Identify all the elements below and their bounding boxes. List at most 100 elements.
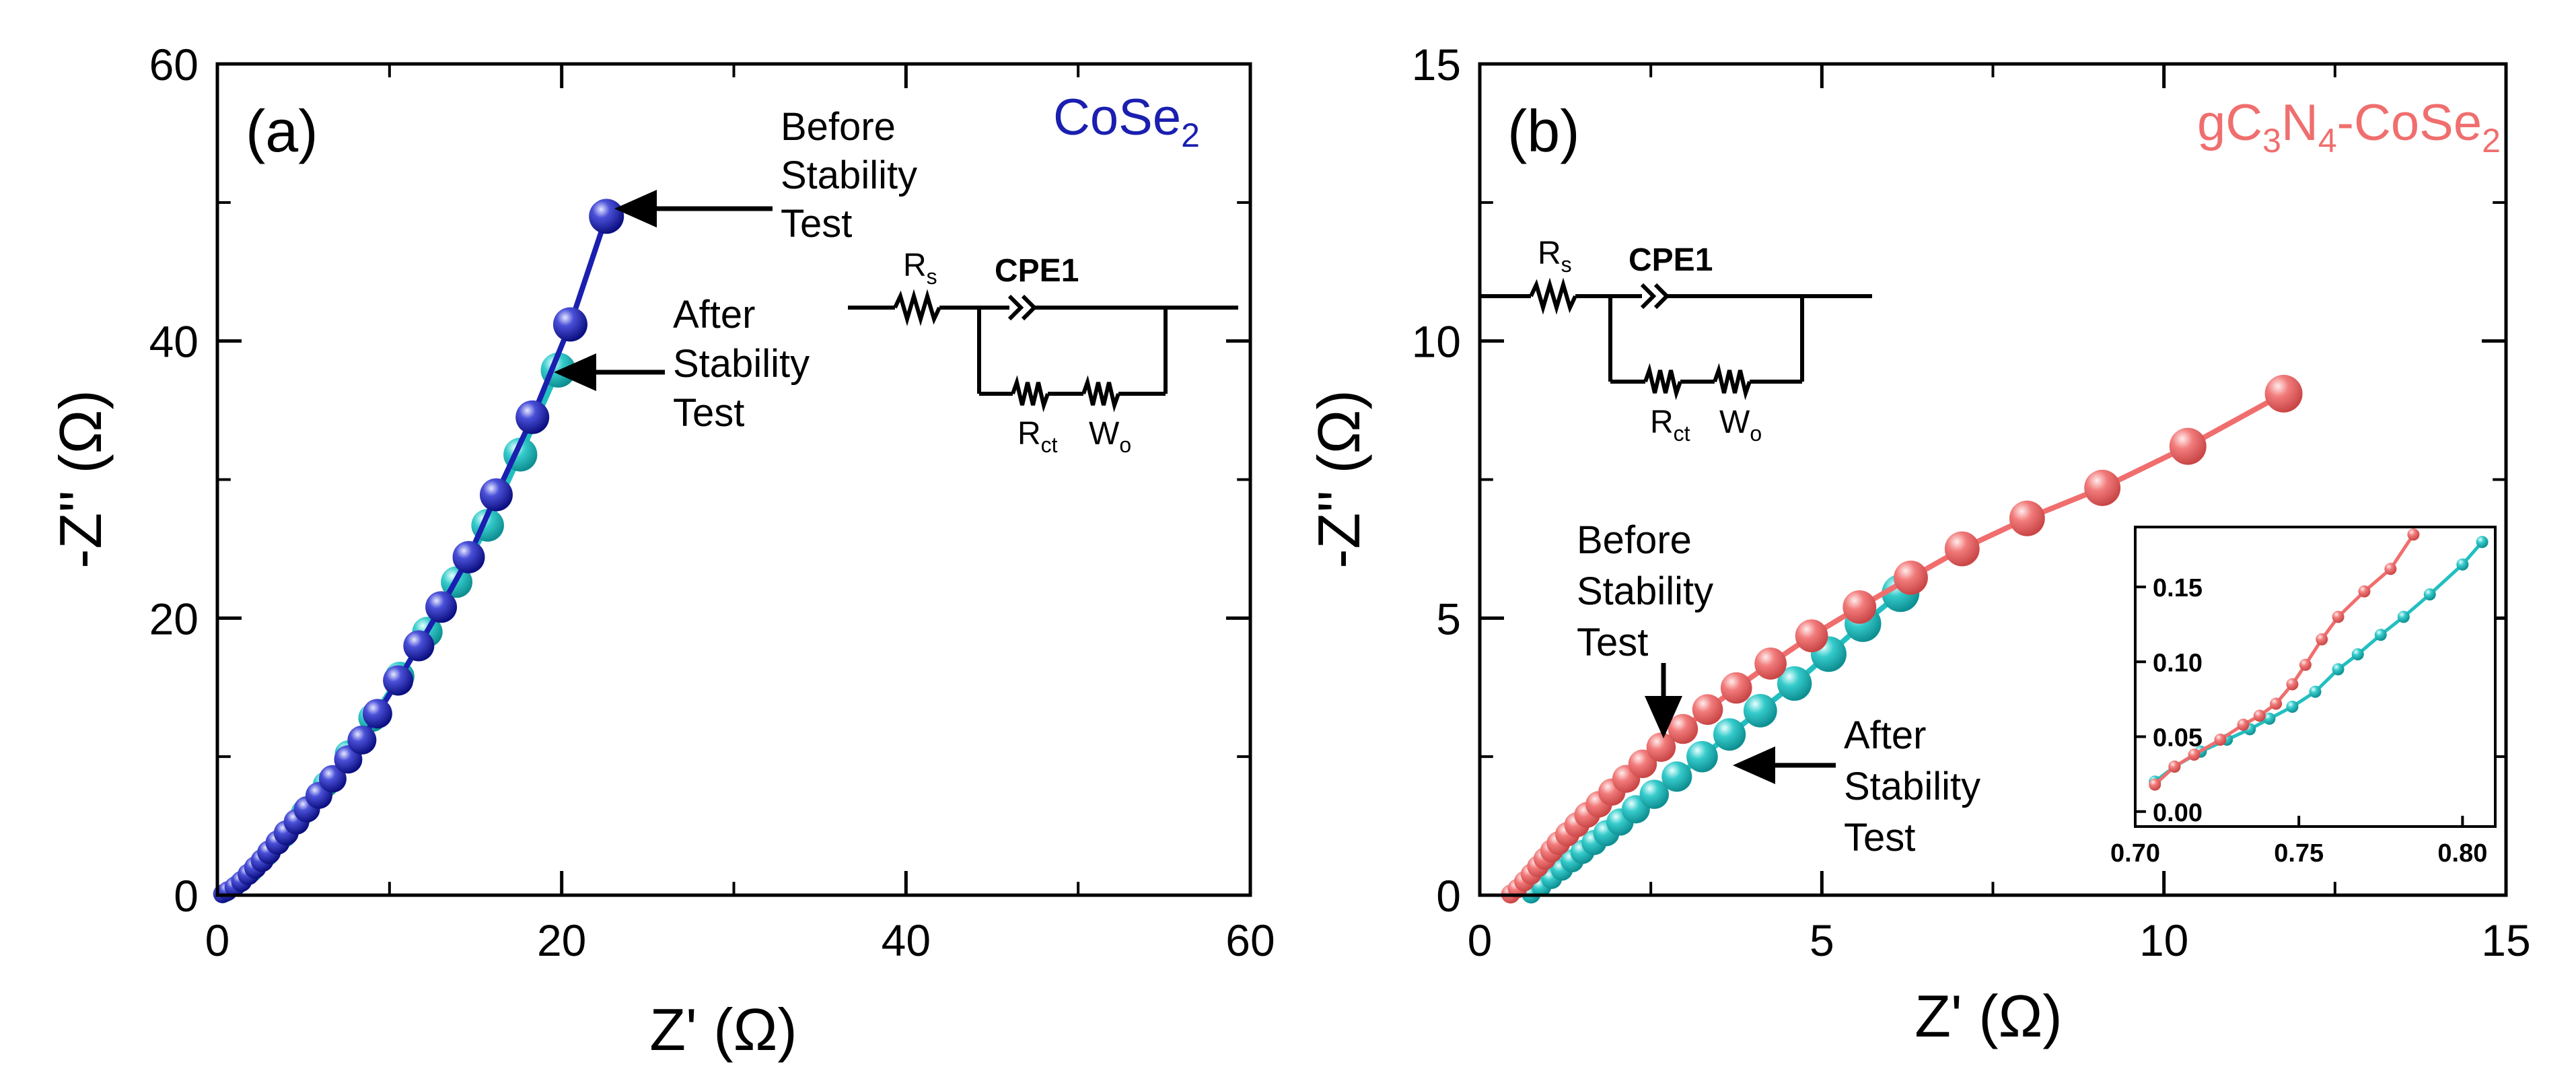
annotation-line: Test (781, 202, 852, 246)
inset-y-tick-label: 0.00 (2153, 799, 2203, 827)
data-point (347, 725, 377, 755)
inset-data-point (2149, 778, 2161, 791)
data-point (1743, 693, 1777, 728)
data-point (1639, 779, 1670, 809)
panel-b-annotation-after: After Stability Test (1733, 713, 1980, 860)
inset-y-tick-label: 0.10 (2153, 649, 2203, 677)
panel-a-frame (215, 62, 1252, 897)
data-point (479, 478, 513, 512)
inset-data-point (2332, 663, 2345, 676)
inset-data-point (2299, 658, 2312, 671)
inset-data-point (2286, 678, 2299, 691)
panel-a-label: (a) (246, 98, 318, 164)
inset-data-point (2384, 563, 2397, 575)
data-point (1754, 647, 1787, 680)
data-point (1713, 718, 1746, 751)
data-point (2264, 374, 2303, 413)
data-point (452, 540, 485, 573)
circuit-label-rct: Rct (1017, 416, 1058, 457)
panel-b-circuit (1480, 277, 1872, 400)
inset-x-tick-label: 0.80 (2437, 839, 2487, 868)
y-tick-label: 20 (149, 594, 199, 643)
circuit-label-rs: Rs (903, 248, 937, 289)
annotation-line: Stability (1844, 765, 1980, 808)
panel-a-xlabel: Z' (Ω) (649, 996, 797, 1063)
panel-a-plot (213, 199, 624, 903)
y-tick-label: 40 (149, 317, 199, 367)
data-point (2169, 427, 2207, 465)
annotation-line: Stability (781, 153, 917, 197)
inset-data-point (2237, 718, 2250, 731)
inset-frame (2134, 526, 2497, 828)
panel-b: 0 5 10 15 0 5 10 15 (b) gC3N4-CoSe2 Z' (Ω) -Z''… (1305, 40, 2531, 1049)
data-point (383, 665, 414, 696)
panel-b-inset: 0.70 0.75 0.80 0.00 0.05 0.10 0.15 (2110, 526, 2497, 868)
panel-b-annotation-before: Before Stability Test (1577, 518, 1713, 738)
data-point (1646, 732, 1676, 762)
inset-data-point (2270, 697, 2283, 710)
inset-data-point (2188, 748, 2201, 761)
inset-data-point (2476, 536, 2489, 549)
data-point (1686, 740, 1718, 773)
annotation-line: Before (1577, 518, 1692, 562)
data-point (1628, 749, 1657, 779)
annotation-line: Test (1844, 816, 1915, 860)
y-tick-label: 5 (1436, 594, 1461, 643)
data-point (1944, 531, 1980, 567)
data-point (403, 630, 435, 662)
panel-b-ylabel: -Z'' (Ω) (1305, 390, 1372, 569)
inset-data-point (2263, 712, 2276, 725)
panel-a-ylabel: -Z'' (Ω) (47, 390, 114, 569)
data-point (1668, 713, 1698, 744)
inset-data-point (2316, 633, 2328, 645)
panel-b-legend: gC3N4-CoSe2 (2197, 94, 2501, 160)
inset-data-point (2309, 685, 2322, 698)
y-tick-label: 15 (1412, 40, 1461, 90)
data-point (1894, 560, 1928, 595)
data-point (1692, 694, 1723, 725)
panel-a-legend-main: CoSe (1053, 89, 1181, 146)
x-tick-label: 0 (1468, 915, 1493, 965)
data-point (318, 765, 347, 793)
circuit-label-wo: Wo (1719, 405, 1762, 446)
data-point (1720, 672, 1752, 704)
y-tick-label: 60 (149, 40, 199, 90)
annotation-line: Test (673, 391, 744, 435)
panel-a-circuit (848, 289, 1238, 413)
data-point (1661, 761, 1692, 792)
panel-b-plot (1501, 374, 2303, 904)
x-tick-label: 5 (1810, 915, 1834, 965)
annotation-line: Stability (1577, 569, 1713, 613)
circuit-label-wo: Wo (1089, 416, 1131, 457)
x-tick-label: 20 (537, 915, 586, 965)
data-point (2009, 500, 2045, 536)
inset-data-point (2423, 588, 2436, 601)
data-point (1842, 590, 1877, 624)
inset-data-point (2456, 558, 2469, 571)
panel-a-annotation-before: Before Stability Test (614, 105, 917, 246)
y-tick-label: 0 (174, 871, 199, 921)
inset-y-tick-label: 0.15 (2153, 574, 2203, 602)
inset-data-point (2351, 648, 2364, 661)
x-tick-label: 15 (2481, 915, 2530, 965)
inset-data-point (2358, 585, 2371, 598)
data-point (589, 199, 624, 234)
x-tick-label: 0 (205, 915, 230, 965)
panel-a-annotation-after: After Stability Test (554, 293, 810, 435)
panel-a-legend: CoSe2 (1053, 89, 1200, 154)
panel-b-xlabel: Z' (Ω) (1915, 983, 2062, 1049)
annotation-line: Before (781, 105, 896, 149)
x-tick-label: 60 (1225, 915, 1275, 965)
circuit-label-rs: Rs (1538, 236, 1572, 277)
inset-data-point (2253, 709, 2266, 722)
series-line (221, 215, 609, 897)
data-point (425, 591, 458, 623)
inset-data-point (2407, 528, 2420, 541)
annotation-line: Stability (673, 342, 810, 386)
x-tick-label: 40 (882, 915, 931, 965)
data-point (515, 400, 550, 434)
annotation-line: After (1844, 713, 1927, 757)
data-point (1777, 666, 1812, 701)
panel-a: 0 20 40 60 0 20 40 60 (a) CoSe2 Z' (Ω) -Z'' (Ω)… (47, 40, 1275, 1063)
